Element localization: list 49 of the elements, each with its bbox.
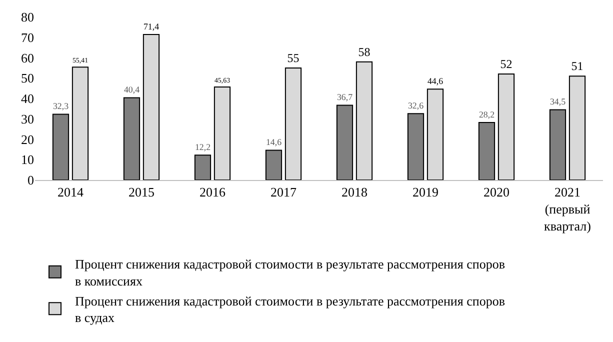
bar — [336, 104, 354, 180]
y-tick-label: 70 — [21, 30, 34, 45]
x-tick-label: 2014 — [58, 184, 84, 200]
x-tick-label: 2017 — [270, 184, 297, 200]
data-label: 55 — [287, 50, 300, 65]
y-tick-label: 10 — [21, 152, 34, 168]
bar — [426, 88, 444, 180]
data-label: 34,5 — [550, 96, 566, 106]
bar — [52, 114, 70, 180]
data-label: 58 — [358, 44, 370, 59]
y-tick-label: 30 — [21, 111, 34, 126]
y-tick-label: 80 — [21, 10, 34, 25]
y-tick-label: 40 — [21, 91, 34, 106]
bar — [498, 74, 515, 180]
data-label: 32,6 — [408, 100, 424, 110]
bar — [194, 154, 212, 180]
y-tick-label: 50 — [21, 70, 34, 86]
x-tick-label: 2015 — [128, 184, 154, 200]
bar — [265, 150, 282, 180]
x-tick-label: 2021 (первый квартал) — [544, 184, 591, 234]
bar — [356, 61, 373, 180]
x-tick-label: 2018 — [342, 184, 368, 200]
bar — [72, 66, 89, 180]
x-tick-label: 2019 — [412, 184, 438, 200]
data-label: 14,6 — [266, 137, 282, 148]
x-tick-label: 2020 — [484, 184, 510, 200]
bar — [214, 86, 231, 180]
legend-label: Процент снижения кадастровой стоимости в результате рассмотрения споров в судах — [75, 293, 505, 326]
legend-label: Процент снижения кадастровой стоимости в результате рассмотрения споров в комиссиях — [75, 256, 505, 288]
bar — [123, 97, 140, 180]
bar — [284, 67, 302, 180]
data-label: 40,4 — [124, 84, 140, 94]
bar — [142, 34, 160, 180]
data-label: 71,4 — [143, 21, 160, 32]
y-tick-label: 20 — [21, 132, 34, 147]
bar — [478, 122, 496, 180]
data-label: 32,3 — [52, 100, 70, 111]
bar — [549, 109, 566, 180]
data-label: 51 — [571, 59, 584, 74]
bar — [568, 76, 586, 180]
data-label: 44,6 — [427, 76, 444, 86]
y-tick-label: 0 — [28, 172, 34, 188]
data-label: 28,2 — [478, 109, 495, 120]
bar — [407, 113, 424, 180]
x-tick-label: 2016 — [200, 184, 226, 200]
data-label: 52 — [500, 57, 512, 72]
y-tick-label: 60 — [21, 50, 34, 66]
data-label: 36,7 — [336, 92, 354, 102]
data-label: 12,2 — [194, 142, 211, 152]
